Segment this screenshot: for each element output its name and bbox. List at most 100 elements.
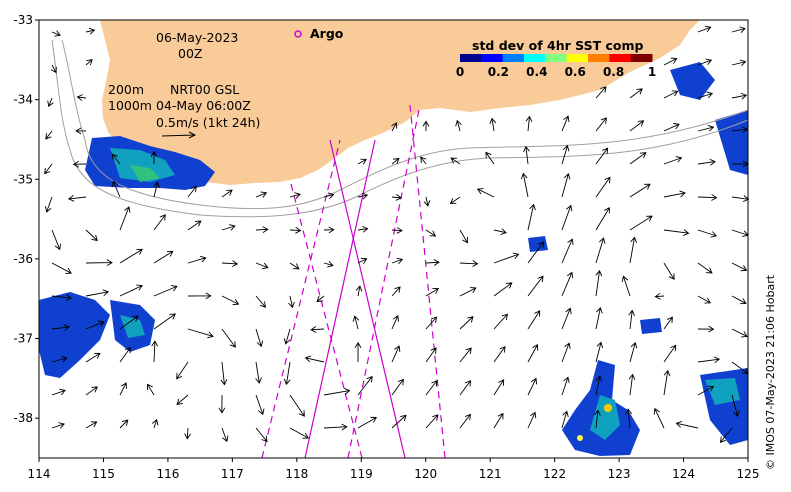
current-arrow (289, 394, 305, 417)
current-arrow (85, 386, 98, 396)
lat-tick-label: -36 (13, 252, 33, 266)
current-arrow (50, 64, 57, 74)
current-arrow (85, 352, 101, 363)
lon-tick-label: 115 (92, 467, 115, 481)
current-arrow (51, 229, 62, 251)
current-arrow (459, 287, 477, 297)
colorbar-segment (460, 54, 482, 62)
current-arrow (425, 347, 437, 363)
current-arrow (455, 119, 462, 132)
current-arrow (111, 153, 121, 165)
lat-tick-label: -33 (13, 13, 33, 27)
current-arrow (51, 388, 66, 396)
current-arrow (289, 262, 300, 270)
current-arrow (731, 126, 749, 134)
product-label: NRT00 GSL (170, 82, 239, 97)
current-arrow (67, 195, 87, 202)
current-arrow (255, 427, 268, 443)
current-arrow (187, 328, 214, 339)
current-arrow (663, 344, 677, 363)
contour-label-1000m: 1000m (108, 98, 152, 113)
current-arrow (310, 326, 325, 333)
scale-label: 0.5m/s (1kt 24h) (156, 115, 260, 130)
current-arrow (675, 421, 699, 429)
current-arrow (561, 172, 571, 198)
current-arrow (697, 295, 711, 304)
current-arrow (697, 194, 718, 201)
current-arrow (221, 224, 236, 231)
current-arrow (459, 347, 472, 363)
current-arrow (523, 145, 530, 165)
current-arrow (595, 117, 607, 132)
colorbar-title: std dev of 4hr SST comp (472, 38, 643, 53)
current-arrow (459, 229, 468, 244)
current-arrow (476, 188, 495, 198)
colorbar-ticks: 0 0.2 0.4 0.6 0.8 1 (456, 65, 656, 79)
current-arrow (493, 252, 520, 264)
current-arrow (355, 285, 363, 297)
current-arrow (493, 345, 506, 363)
current-arrow (391, 414, 407, 429)
current-arrow (221, 295, 240, 306)
current-arrow (85, 58, 93, 66)
current-arrow (51, 262, 72, 274)
current-arrow (493, 412, 504, 429)
current-arrow (485, 151, 495, 165)
current-arrow (289, 192, 301, 199)
current-arrow (289, 226, 302, 234)
current-arrow (663, 57, 678, 66)
current-arrow (625, 408, 633, 429)
argo-marker-icon (294, 30, 302, 38)
current-arrow (51, 422, 65, 429)
current-arrow (323, 226, 335, 234)
current-arrow (561, 204, 573, 231)
current-arrow (151, 340, 159, 363)
current-arrow (153, 250, 174, 264)
current-arrow (595, 147, 609, 165)
current-arrow (629, 341, 638, 363)
track-dashed-b (347, 104, 421, 459)
current-arrow (595, 176, 611, 198)
current-arrow (85, 421, 98, 429)
current-arrow (75, 127, 87, 135)
current-arrow (697, 229, 718, 238)
current-arrow (459, 260, 479, 268)
current-arrow (45, 130, 53, 140)
current-arrow (663, 369, 671, 396)
current-arrow (255, 295, 267, 308)
current-arrow (288, 295, 295, 309)
current-arrow (663, 316, 673, 330)
current-arrow (150, 150, 158, 165)
current-arrow (697, 25, 712, 33)
current-arrow (697, 58, 713, 66)
current-arrow (119, 248, 143, 264)
current-arrow (595, 375, 603, 396)
current-arrow (119, 315, 139, 330)
current-arrow (561, 342, 571, 363)
current-arrow (595, 86, 607, 99)
current-arrow (323, 260, 334, 268)
current-arrow (459, 316, 474, 330)
current-arrow (357, 158, 367, 165)
colorbar-segment (609, 54, 632, 62)
contour-label-200m: 200m (108, 82, 144, 97)
current-arrow (357, 225, 369, 233)
current-arrow (352, 315, 360, 330)
current-arrow (527, 377, 538, 396)
current-arrow (425, 316, 438, 330)
track-solid-a (304, 139, 376, 459)
current-arrow (595, 237, 606, 264)
current-arrow (628, 373, 636, 396)
current-arrow (44, 163, 53, 175)
current-arrow (420, 156, 427, 165)
current-arrow (561, 144, 570, 165)
current-arrow (561, 115, 570, 132)
colorbar-gradient (460, 54, 653, 62)
current-arrow (561, 271, 574, 297)
current-arrow (45, 196, 53, 213)
current-arrow (663, 156, 683, 165)
current-arrow (527, 203, 536, 231)
current-arrow (187, 220, 202, 231)
current-arrow (119, 284, 143, 297)
current-arrow (255, 328, 264, 348)
